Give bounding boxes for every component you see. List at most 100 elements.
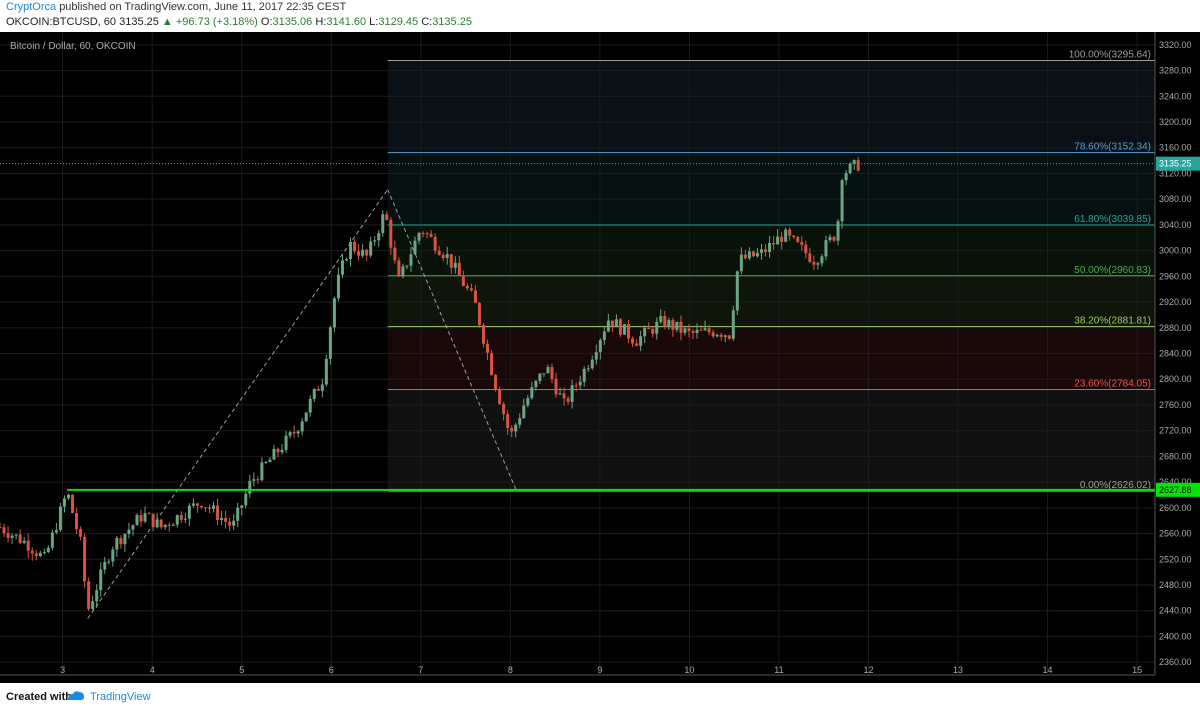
trend-lines bbox=[0, 163, 1155, 619]
candle-body bbox=[647, 327, 651, 329]
candle-body bbox=[83, 536, 87, 582]
price-tick-label: 2520.00 bbox=[1159, 554, 1192, 564]
candle-body bbox=[768, 242, 772, 253]
candle-body bbox=[381, 214, 385, 234]
candle-body bbox=[498, 389, 502, 404]
candle-body bbox=[353, 241, 357, 252]
price-tick-label: 3120.00 bbox=[1159, 168, 1192, 178]
candle-body bbox=[852, 160, 856, 164]
candle-body bbox=[481, 325, 485, 344]
candle-body bbox=[171, 524, 175, 526]
candle-body bbox=[639, 336, 643, 346]
published-text: published on TradingView.com, June 11, 2… bbox=[59, 1, 347, 13]
time-tick-label: 8 bbox=[508, 665, 513, 675]
candle-body bbox=[510, 428, 514, 432]
price-tick-label: 2760.00 bbox=[1159, 400, 1192, 410]
candle-body bbox=[610, 320, 614, 327]
candle-body bbox=[832, 236, 836, 241]
price-chart[interactable]: 100.00%(3295.64) 78.60%(3152.34) 61.80%(30… bbox=[0, 32, 1200, 683]
fib-level-label: 0.00%(2626.02) bbox=[1080, 480, 1151, 491]
fib-level-label: 100.00%(3295.64) bbox=[1069, 50, 1151, 61]
candle-body bbox=[522, 405, 526, 419]
candle-body bbox=[252, 479, 256, 481]
candle-body bbox=[602, 331, 606, 341]
candle-body bbox=[349, 241, 353, 260]
candle-body bbox=[635, 343, 639, 346]
price-tick-label: 2360.00 bbox=[1159, 657, 1192, 667]
last-price: 3135.25 bbox=[119, 16, 159, 28]
candle-body bbox=[421, 233, 425, 235]
candle-body bbox=[618, 319, 622, 335]
candle-body bbox=[66, 494, 70, 499]
candle-body bbox=[747, 251, 751, 259]
candle-body bbox=[518, 418, 522, 425]
price-tick-label: 2960.00 bbox=[1159, 271, 1192, 281]
open-value: 3135.06 bbox=[272, 16, 313, 28]
price-tick-label: 2480.00 bbox=[1159, 580, 1192, 590]
candle-body bbox=[397, 260, 401, 277]
candle-body bbox=[268, 459, 272, 463]
candle-body bbox=[99, 569, 103, 591]
candle-body bbox=[828, 236, 832, 241]
price-tick-label: 3320.00 bbox=[1159, 40, 1192, 50]
candle-body bbox=[687, 328, 691, 332]
candle-body bbox=[715, 334, 719, 337]
candle-body bbox=[389, 219, 393, 248]
candle-body bbox=[856, 160, 860, 171]
candle-body bbox=[691, 331, 695, 333]
candle-body bbox=[530, 387, 534, 399]
candle-body bbox=[671, 320, 675, 330]
time-tick-label: 10 bbox=[684, 665, 694, 675]
price-axis-panel bbox=[1155, 32, 1200, 683]
price-tick-label: 3160.00 bbox=[1159, 143, 1192, 153]
candle-body bbox=[425, 233, 429, 235]
candle-body bbox=[723, 335, 727, 337]
candle-body bbox=[667, 320, 671, 328]
candle-body bbox=[502, 403, 506, 415]
support-price-tag bbox=[1156, 482, 1200, 497]
low-label: L: bbox=[369, 16, 379, 28]
tradingview-link[interactable]: TradingView bbox=[90, 691, 151, 703]
candle-body bbox=[87, 581, 91, 610]
candle-body bbox=[175, 515, 179, 525]
candle-body bbox=[393, 247, 397, 261]
candle-body bbox=[473, 290, 477, 304]
candle-body bbox=[824, 240, 828, 257]
candle-body bbox=[739, 254, 743, 272]
candle-body bbox=[623, 324, 627, 335]
high-label: H: bbox=[315, 16, 327, 28]
candle-body bbox=[123, 533, 127, 545]
candle-body bbox=[119, 537, 123, 545]
candle-body bbox=[377, 233, 381, 241]
candle-body bbox=[461, 275, 465, 286]
time-tick-label: 13 bbox=[953, 665, 963, 675]
candle-body bbox=[143, 513, 147, 522]
candle-body bbox=[804, 244, 808, 254]
fib-zone bbox=[387, 152, 1155, 225]
candle-body bbox=[159, 519, 163, 528]
candle-body bbox=[554, 378, 558, 395]
axes: 2360.00 2400.00 2440.00 2480.00 2520.00 2560.… bbox=[0, 32, 1200, 683]
candle-body bbox=[449, 254, 453, 268]
candle-body bbox=[562, 393, 566, 399]
low-value: 3129.45 bbox=[378, 16, 419, 28]
candle-body bbox=[679, 321, 683, 333]
time-tick-label: 14 bbox=[1043, 665, 1053, 675]
candle-body bbox=[187, 505, 191, 519]
candle-body bbox=[405, 265, 409, 267]
time-tick-label: 11 bbox=[774, 665, 783, 675]
candle-body bbox=[272, 448, 276, 460]
author-link[interactable]: CryptOrca bbox=[6, 1, 57, 13]
candle-body bbox=[663, 316, 667, 328]
close-label: C: bbox=[421, 16, 433, 28]
candle-body bbox=[764, 249, 768, 253]
candle-body bbox=[42, 551, 46, 553]
candle-body bbox=[675, 321, 679, 330]
candle-body bbox=[570, 385, 574, 402]
candle-body bbox=[772, 242, 776, 245]
candle-body bbox=[34, 553, 38, 557]
candle-body bbox=[627, 324, 631, 339]
candle-body bbox=[288, 432, 292, 436]
candle-body bbox=[220, 517, 224, 520]
fib-zone bbox=[387, 60, 1155, 153]
